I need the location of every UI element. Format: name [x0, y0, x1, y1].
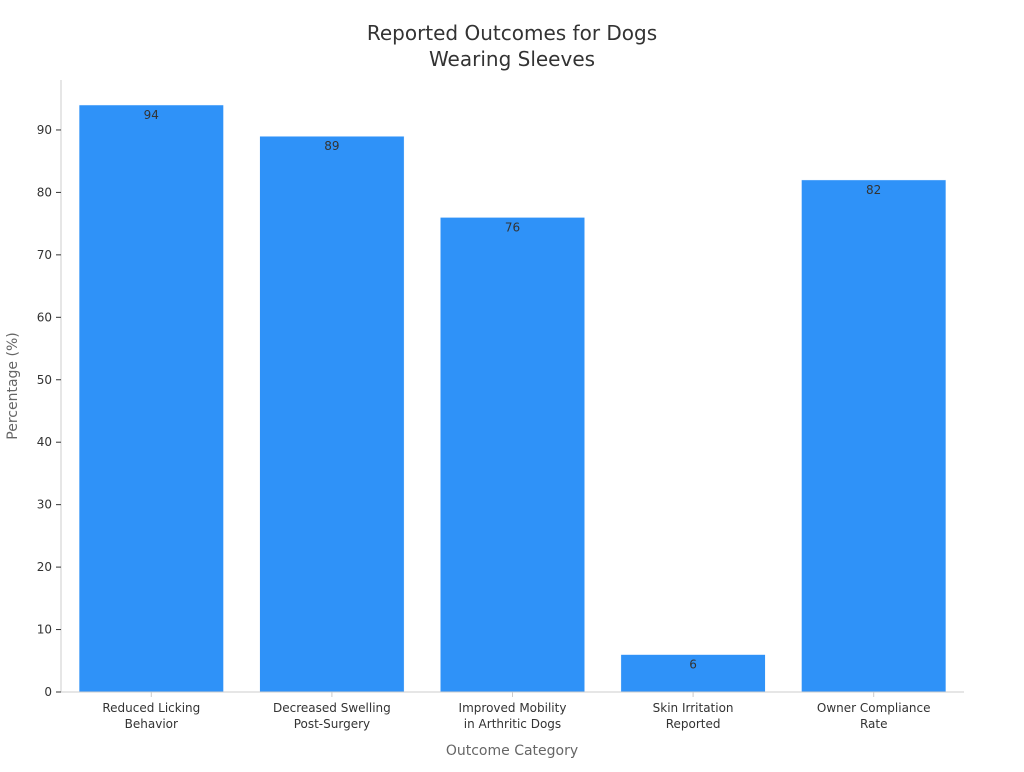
chart-title: Reported Outcomes for Dogs Wearing Sleev…: [367, 21, 657, 71]
x-tick-label-4-0: Owner Compliance: [817, 701, 931, 715]
x-tick-label-0-1: Behavior: [125, 717, 178, 731]
x-tick-label-0-0: Reduced Licking: [102, 701, 200, 715]
x-tick-label-4-1: Rate: [860, 717, 888, 731]
x-tick-label-3-0: Skin Irritation: [653, 701, 734, 715]
x-tick-label-1-1: Post-Surgery: [294, 717, 370, 731]
y-tick-label-6: 60: [37, 310, 52, 324]
chart-title-line-2: Wearing Sleeves: [429, 47, 595, 71]
y-tick-label-4: 40: [37, 435, 52, 449]
y-tick-label-1: 10: [37, 623, 52, 637]
x-axis: Reduced Licking Behavior Decreased Swellin…: [61, 691, 964, 731]
y-tick-label-0: 0: [44, 685, 52, 699]
bars-group: 94 89 76 6 82: [78, 104, 947, 693]
x-tick-label-1-0: Decreased Swelling: [273, 701, 391, 715]
y-tick-label-5: 50: [37, 373, 52, 387]
x-tick-label-2-1: in Arthritic Dogs: [464, 717, 561, 731]
bar-3: [620, 654, 766, 693]
bar-0: [78, 104, 224, 693]
bar-value-label-2: 76: [505, 220, 520, 234]
bar-2: [440, 217, 585, 693]
x-axis-label: Outcome Category: [446, 743, 578, 759]
y-tick-label-2: 20: [37, 560, 52, 574]
bar-value-label-4: 82: [866, 183, 881, 197]
x-tick-label-3-1: Reported: [666, 717, 721, 731]
y-tick-label-7: 70: [37, 248, 52, 262]
y-axis-label: Percentage (%): [5, 332, 21, 439]
y-tick-label-9: 90: [37, 123, 52, 137]
y-tick-label-8: 80: [37, 185, 52, 199]
y-axis: 0 10 20 30 40 50 60 70 80 90: [37, 80, 62, 699]
chart-title-line-1: Reported Outcomes for Dogs: [367, 21, 657, 45]
y-tick-label-3: 30: [37, 498, 52, 512]
bar-4: [801, 179, 947, 693]
bar-value-label-0: 94: [144, 108, 159, 122]
bar-value-label-1: 89: [324, 139, 339, 153]
x-tick-label-2-0: Improved Mobility: [459, 701, 567, 715]
bar-1: [259, 135, 405, 693]
bar-value-label-3: 6: [689, 658, 697, 672]
